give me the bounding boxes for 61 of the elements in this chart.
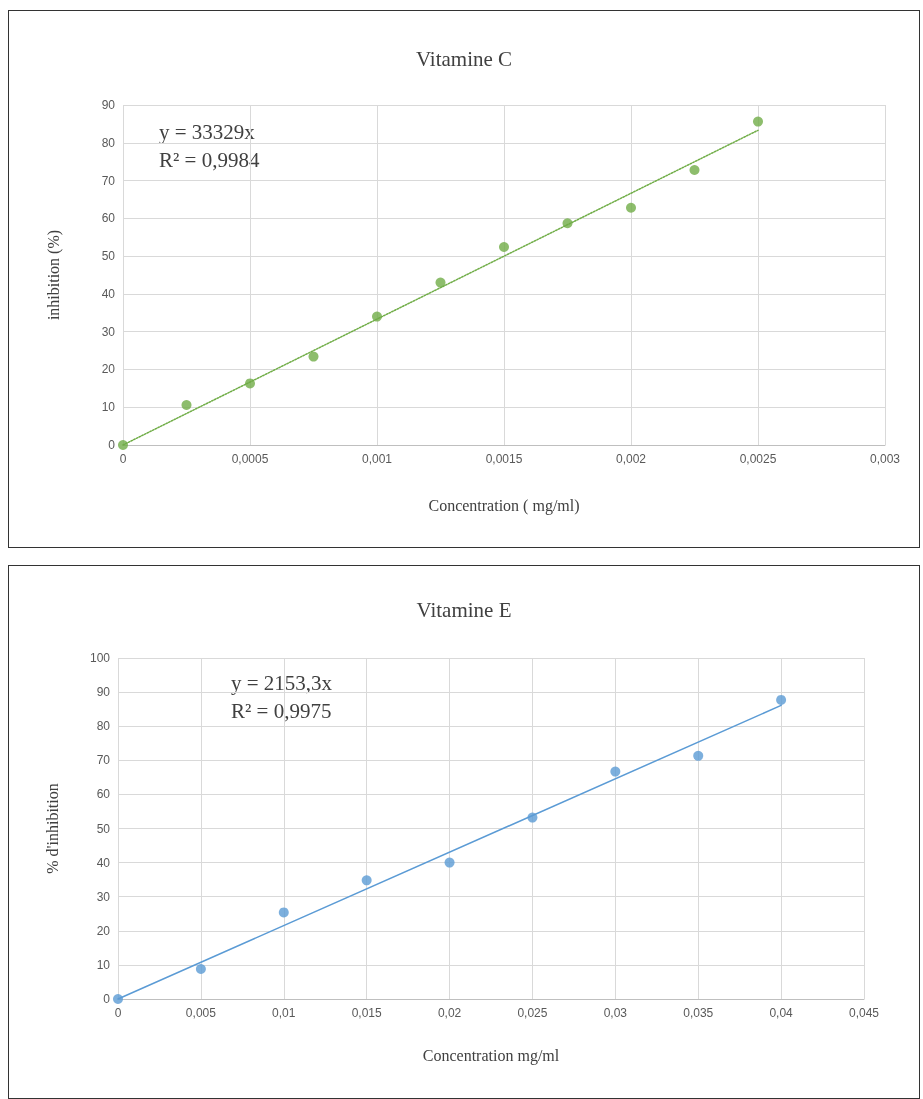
x-tick-label: 0,001 <box>361 452 393 466</box>
y-tick-label: 60 <box>96 787 111 802</box>
y-tick-label: 90 <box>101 98 116 112</box>
x-tick-label: 0 <box>119 452 127 466</box>
y-tick-label: 50 <box>96 821 111 836</box>
point <box>753 116 763 127</box>
annotation: R² = 0,9984 <box>159 147 260 172</box>
y-tick-label: 40 <box>96 855 111 870</box>
y-tick-label: 20 <box>101 362 116 377</box>
y-tick-label: 70 <box>101 173 116 188</box>
x-tick-label: 0,005 <box>185 1006 217 1020</box>
point <box>118 440 128 450</box>
y-tick-label: 80 <box>96 719 111 734</box>
y-tick-label: 70 <box>96 753 111 768</box>
x-tick-label: 0,0025 <box>739 452 777 466</box>
y-tick-label: 40 <box>101 286 116 301</box>
x-tick-label: 0,015 <box>351 1006 383 1020</box>
point <box>308 351 319 362</box>
x-axis-title: Concentration mg/ml <box>422 1046 560 1065</box>
y-axis-title: inhibition (%) <box>44 229 63 321</box>
y-tick-label: 0 <box>108 438 116 452</box>
y-axis-title: % d'inhibition <box>43 783 61 874</box>
y-tick-label: 100 <box>89 651 111 665</box>
y-tick-label: 10 <box>96 957 111 972</box>
point <box>444 857 455 868</box>
y-tick-label: 90 <box>96 685 111 700</box>
x-tick-label: 0,04 <box>769 1006 794 1020</box>
point <box>693 750 704 761</box>
x-tick-label: 0,0005 <box>231 452 269 466</box>
point <box>610 766 621 777</box>
point <box>195 963 206 974</box>
y-tick-label: 30 <box>101 324 116 339</box>
x-tick-label: 0,03 <box>603 1006 628 1020</box>
point <box>499 242 509 253</box>
point <box>626 202 636 213</box>
y-tick-label: 60 <box>101 211 116 226</box>
y-tick-label: 0 <box>103 992 111 1006</box>
x-axis-title: Concentration ( mg/ml) <box>428 496 580 515</box>
y-tick-label: 50 <box>101 249 116 264</box>
y-tick-label: 10 <box>101 400 116 415</box>
point <box>278 907 289 918</box>
x-tick-label: 0,0015 <box>485 452 523 466</box>
x-tick-label: 0,045 <box>848 1006 880 1020</box>
x-tick-label: 0,01 <box>272 1006 296 1020</box>
point <box>361 875 372 886</box>
chart-title: Vitamine C <box>415 46 513 71</box>
x-tick-label: 0,02 <box>437 1006 462 1020</box>
point <box>689 164 700 175</box>
y-tick-label: 80 <box>101 135 116 150</box>
point <box>776 694 787 705</box>
point <box>113 994 123 1004</box>
x-tick-label: 0,002 <box>615 452 647 466</box>
chart-title: Vitamine E <box>416 597 512 622</box>
x-tick-label: 0,003 <box>869 452 901 466</box>
x-tick-label: 0,025 <box>517 1006 548 1020</box>
y-tick-label: 30 <box>96 889 111 904</box>
annotation: y = 2153,3x <box>231 670 333 695</box>
x-tick-label: 0,035 <box>683 1006 714 1020</box>
y-tick-label: 20 <box>96 923 111 938</box>
annotation: R² = 0,9975 <box>231 698 332 723</box>
point <box>181 399 192 410</box>
